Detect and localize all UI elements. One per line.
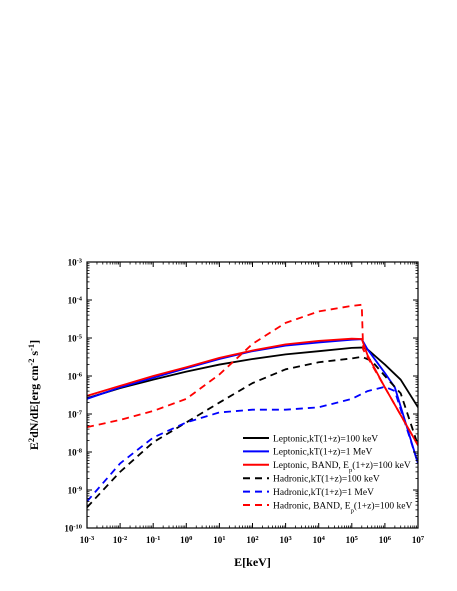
axes-layer: 10-3 10-2 10-1 100 101 102 103 104 105 106 107 10-1… <box>27 257 425 569</box>
y-axis-title-group: E2dN/dE[erg cm-2 s-1] <box>27 340 42 450</box>
series-line-3 <box>87 337 418 446</box>
y-tick-label: 10-3 <box>68 257 83 268</box>
text-part: Hadronic,kT(1+z)=100 keV <box>273 474 380 485</box>
series-line-4 <box>87 355 418 508</box>
x-tick-label: 107 <box>412 535 425 546</box>
text-part: 2 <box>27 438 36 442</box>
text-part: Leptonic, BAND, E <box>273 461 349 471</box>
x-tick-label: 10-3 <box>80 535 95 546</box>
legend-label-6: Hadronic, BAND, Ep(1+z)=100 keV <box>273 500 412 514</box>
y-tick-label: 10-5 <box>68 333 83 344</box>
series-line-1 <box>87 346 418 408</box>
text-part: ] <box>27 340 41 344</box>
y-tick-label: 10-7 <box>68 409 83 420</box>
text-part: (1+z)=100 keV <box>354 500 413 511</box>
text-part: -1 <box>27 344 36 351</box>
x-tick-label: 100 <box>180 535 192 546</box>
x-tick-label: 10-2 <box>113 535 127 546</box>
y-tick-label: 10-6 <box>68 371 83 382</box>
x-tick-label: 10-1 <box>146 535 160 546</box>
y-tick-label: 10-8 <box>68 447 83 458</box>
text-part: (1+z)=100 keV <box>352 460 411 471</box>
x-tick-label: 103 <box>279 535 292 546</box>
series-layer <box>87 303 418 508</box>
series-line-5 <box>87 385 418 503</box>
text-part: E <box>27 442 41 450</box>
text-part: Leptonic,kT(1+z)=1 MeV <box>273 447 372 458</box>
series-line-6 <box>87 303 418 446</box>
legend-label-3: Leptonic, BAND, Ep(1+z)=100 keV <box>273 460 411 474</box>
y-tick-label: 10-9 <box>68 485 83 496</box>
x-tick-label: 102 <box>246 535 258 546</box>
x-axis-title: E[keV] <box>234 555 271 569</box>
x-tick-label: 101 <box>213 535 225 546</box>
text-part: Hadronic,kT(1+z)=1 MeV <box>273 487 374 498</box>
legend-label-1: Leptonic,kT(1+z)=100 keV <box>273 433 378 444</box>
text-part: -2 <box>27 359 36 366</box>
text-part: dN/dE[erg cm <box>27 366 41 438</box>
legend-label-4: Hadronic,kT(1+z)=100 keV <box>273 474 380 485</box>
y-axis-title: E2dN/dE[erg cm-2 s-1] <box>27 340 42 450</box>
legend-label-2: Leptonic,kT(1+z)=1 MeV <box>273 447 372 458</box>
text-part: Leptonic,kT(1+z)=100 keV <box>273 433 378 444</box>
series-line-2 <box>87 338 418 464</box>
x-tick-label: 106 <box>379 535 392 546</box>
text-part: p <box>351 507 355 514</box>
text-part: p <box>349 467 353 474</box>
legend-label-5: Hadronic,kT(1+z)=1 MeV <box>273 487 374 498</box>
text-part: Hadronic, BAND, E <box>273 501 351 511</box>
legend: Leptonic,kT(1+z)=100 keV Leptonic,kT(1+z)… <box>243 433 412 514</box>
text-part: E[keV] <box>234 555 271 569</box>
x-tick-label: 104 <box>313 535 326 546</box>
x-tick-label: 105 <box>346 535 359 546</box>
text-part: s <box>27 351 41 359</box>
y-tick-label: 10-4 <box>68 295 83 306</box>
y-tick-label: 10-10 <box>64 523 82 534</box>
